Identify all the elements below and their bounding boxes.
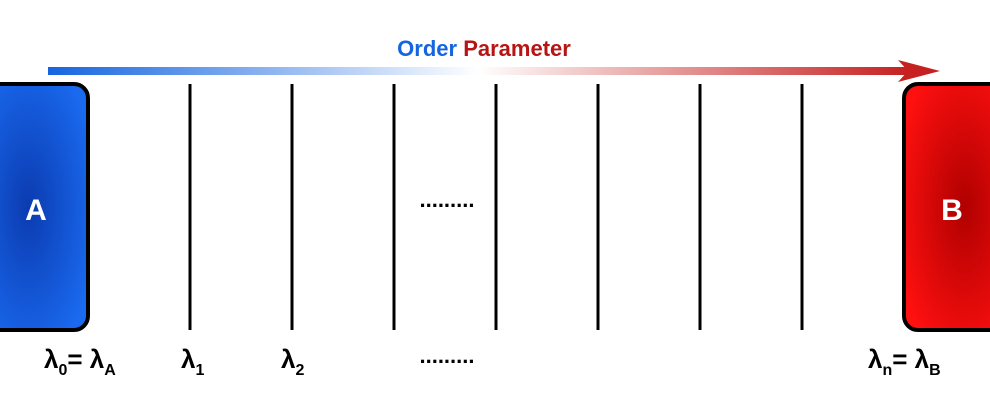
- lambda-0-label: λ0= λA: [44, 344, 116, 379]
- title-parameter: Parameter: [463, 36, 571, 61]
- lambda-window-lines: [188, 84, 804, 330]
- title-order: Order: [397, 36, 457, 61]
- state-a-label: A: [25, 194, 47, 227]
- middle-ellipsis: .........: [419, 187, 474, 212]
- order-parameter-title: Order Parameter: [397, 36, 571, 61]
- lambda-ellipsis-label: .........: [419, 343, 474, 368]
- state-a-box: A: [0, 82, 90, 332]
- state-b-box: B: [902, 82, 990, 332]
- lambda-n-label: λn= λB: [868, 344, 941, 379]
- lambda-1-label: λ1: [181, 344, 204, 379]
- state-b-label: B: [941, 194, 963, 227]
- lambda-2-label: λ2: [281, 344, 304, 379]
- order-parameter-arrow: [48, 60, 940, 82]
